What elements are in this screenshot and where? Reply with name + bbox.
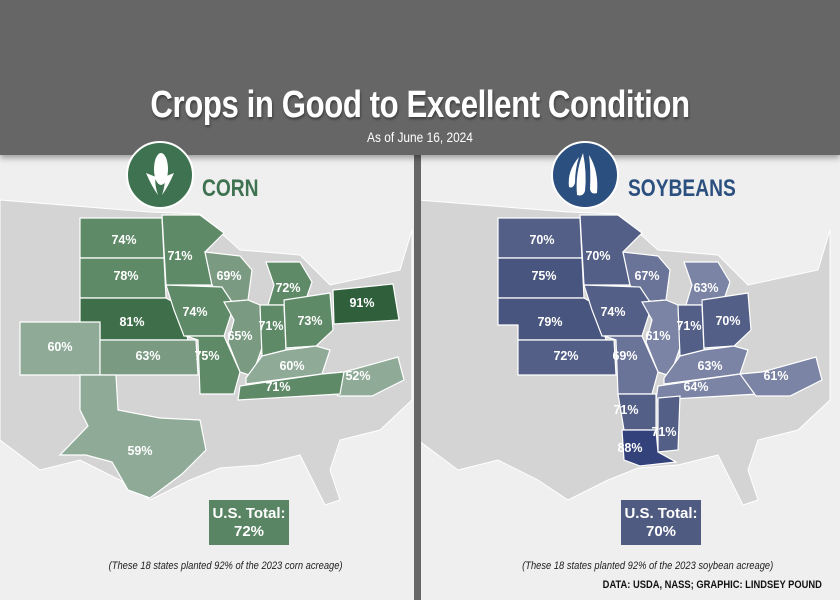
state-value-tn: 71% <box>265 380 290 394</box>
state-value-mn: 71% <box>167 249 192 263</box>
corn-icon <box>126 141 194 209</box>
state-value-wi: 67% <box>634 269 659 283</box>
credit: DATA: USDA, NASS; GRAPHIC: LINDSEY POUND <box>602 579 822 591</box>
soybeans-footnote: (These 18 states planted 92% of the 2023… <box>522 560 774 572</box>
state-value-ks: 63% <box>135 349 160 363</box>
state-value-mi: 72% <box>275 281 300 295</box>
state-value-in: 71% <box>258 319 283 333</box>
total-value: 70% <box>645 523 677 540</box>
state-tx <box>58 374 207 499</box>
corn-footnote: (These 18 states planted 92% of the 2023… <box>108 560 343 572</box>
state-value-nc: 61% <box>763 369 788 383</box>
state-value-pa: 91% <box>349 296 374 310</box>
state-value-ky: 63% <box>697 359 722 373</box>
corn-heading: CORN <box>202 175 259 202</box>
state-ky <box>245 345 331 385</box>
panel-divider <box>414 155 421 600</box>
total-label: U.S. Total: <box>624 505 698 522</box>
state-value-co: 60% <box>47 340 72 354</box>
state-value-sd: 75% <box>531 269 556 283</box>
state-value-oh: 70% <box>715 314 740 328</box>
state-value-tx: 59% <box>127 444 152 458</box>
state-ks <box>517 339 617 376</box>
header: Crops in Good to Excellent Condition As … <box>0 0 840 155</box>
state-value-nc: 52% <box>345 369 370 383</box>
state-value-ia: 74% <box>182 305 207 319</box>
state-value-sd: 78% <box>113 269 138 283</box>
state-value-la: 88% <box>617 441 642 455</box>
state-ms <box>657 395 681 453</box>
state-value-nd: 70% <box>529 233 554 247</box>
soybeans-heading: SOYBEANS <box>628 175 736 202</box>
state-ky <box>663 345 749 385</box>
state-nc <box>738 356 823 397</box>
page-subtitle: As of June 16, 2024 <box>367 129 473 145</box>
state-value-ia: 74% <box>600 305 625 319</box>
state-value-nd: 74% <box>111 233 136 247</box>
state-oh <box>283 292 334 349</box>
state-la <box>621 429 678 467</box>
state-oh <box>701 292 752 349</box>
total-value: 72% <box>233 523 265 540</box>
state-ks <box>99 339 199 376</box>
state-value-mo: 75% <box>194 349 219 363</box>
state-value-mo: 69% <box>612 349 637 363</box>
page-title: Crops in Good to Excellent Condition <box>150 84 690 126</box>
state-value-il: 61% <box>645 329 670 343</box>
soybeans-map: 70% 70% 75% 67% 63% 79% 74% 61% 71% 70% 72% 69% 63% 6… <box>417 199 831 506</box>
state-pa <box>332 283 400 325</box>
state-value-in: 71% <box>676 319 701 333</box>
state-value-il: 65% <box>227 329 252 343</box>
state-value-ne: 81% <box>119 315 144 329</box>
state-mo <box>185 335 241 395</box>
state-value-ms: 71% <box>651 425 676 439</box>
state-value-tn: 64% <box>683 380 708 394</box>
state-value-ky: 60% <box>279 359 304 373</box>
soybeans-us-total: U.S. Total: 70% <box>621 500 701 545</box>
state-value-mn: 70% <box>585 249 610 263</box>
state-tn <box>237 371 345 401</box>
corn-us-total: U.S. Total: 72% <box>209 500 289 545</box>
total-label: U.S. Total: <box>212 505 286 522</box>
state-value-ks: 72% <box>553 349 578 363</box>
state-value-ar: 71% <box>613 403 638 417</box>
corn-map: 74% 71% 78% 69% 72% 81% 74% 91% 65% 71% 73% 60% 63% 7… <box>0 199 413 506</box>
state-value-ne: 79% <box>537 315 562 329</box>
state-value-oh: 73% <box>297 314 322 328</box>
state-value-wi: 69% <box>216 269 241 283</box>
state-value-mi: 63% <box>693 281 718 295</box>
soybean-pod-icon <box>551 141 619 209</box>
